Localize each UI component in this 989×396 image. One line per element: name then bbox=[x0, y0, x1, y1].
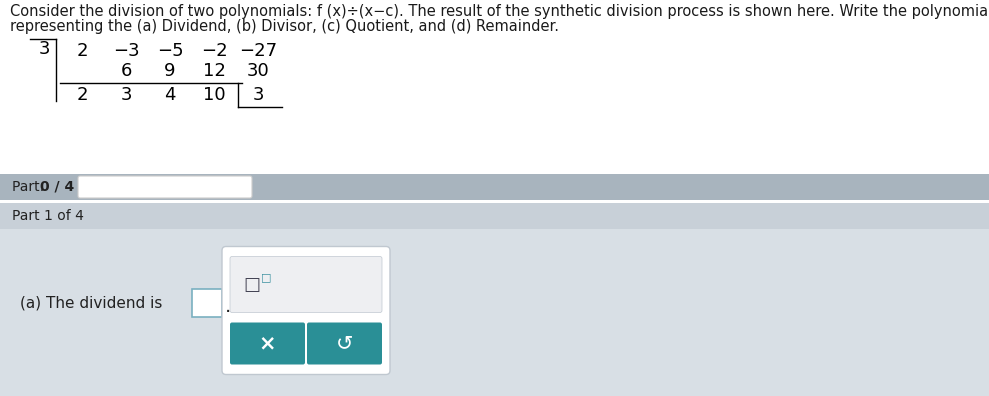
Text: 10: 10 bbox=[203, 86, 225, 104]
Bar bbox=[0, 229, 989, 396]
Text: □: □ bbox=[243, 276, 260, 293]
Text: Part 1 of 4: Part 1 of 4 bbox=[12, 209, 84, 223]
FancyBboxPatch shape bbox=[78, 176, 252, 198]
Text: 3: 3 bbox=[39, 40, 49, 58]
Text: 2: 2 bbox=[76, 86, 88, 104]
Text: −2: −2 bbox=[201, 42, 227, 60]
Text: .: . bbox=[225, 297, 231, 316]
Text: 9: 9 bbox=[164, 62, 176, 80]
FancyBboxPatch shape bbox=[230, 322, 305, 364]
Text: −27: −27 bbox=[239, 42, 277, 60]
Text: 30: 30 bbox=[246, 62, 269, 80]
Bar bbox=[0, 203, 989, 229]
Text: 3: 3 bbox=[121, 86, 132, 104]
Text: 4: 4 bbox=[164, 86, 176, 104]
Text: Part:: Part: bbox=[12, 180, 48, 194]
Bar bbox=[0, 200, 989, 203]
Text: □: □ bbox=[261, 272, 271, 282]
Text: −5: −5 bbox=[156, 42, 183, 60]
Text: −3: −3 bbox=[113, 42, 139, 60]
FancyBboxPatch shape bbox=[192, 289, 222, 316]
Text: Consider the division of two polynomials: f (x)÷(x−c). The result of the synthet: Consider the division of two polynomials… bbox=[10, 4, 989, 19]
Text: 2: 2 bbox=[76, 42, 88, 60]
FancyBboxPatch shape bbox=[230, 257, 382, 312]
Bar bbox=[0, 174, 989, 200]
Text: 12: 12 bbox=[203, 62, 225, 80]
Text: representing the (a) Dividend, (b) Divisor, (c) Quotient, and (d) Remainder.: representing the (a) Dividend, (b) Divis… bbox=[10, 19, 559, 34]
Text: 6: 6 bbox=[121, 62, 132, 80]
Text: (a) The dividend is: (a) The dividend is bbox=[20, 295, 162, 310]
FancyBboxPatch shape bbox=[307, 322, 382, 364]
Text: ×: × bbox=[259, 333, 276, 354]
Text: 0 / 4: 0 / 4 bbox=[40, 180, 74, 194]
FancyBboxPatch shape bbox=[222, 246, 390, 375]
Text: 3: 3 bbox=[252, 86, 264, 104]
Text: ↺: ↺ bbox=[335, 333, 353, 354]
